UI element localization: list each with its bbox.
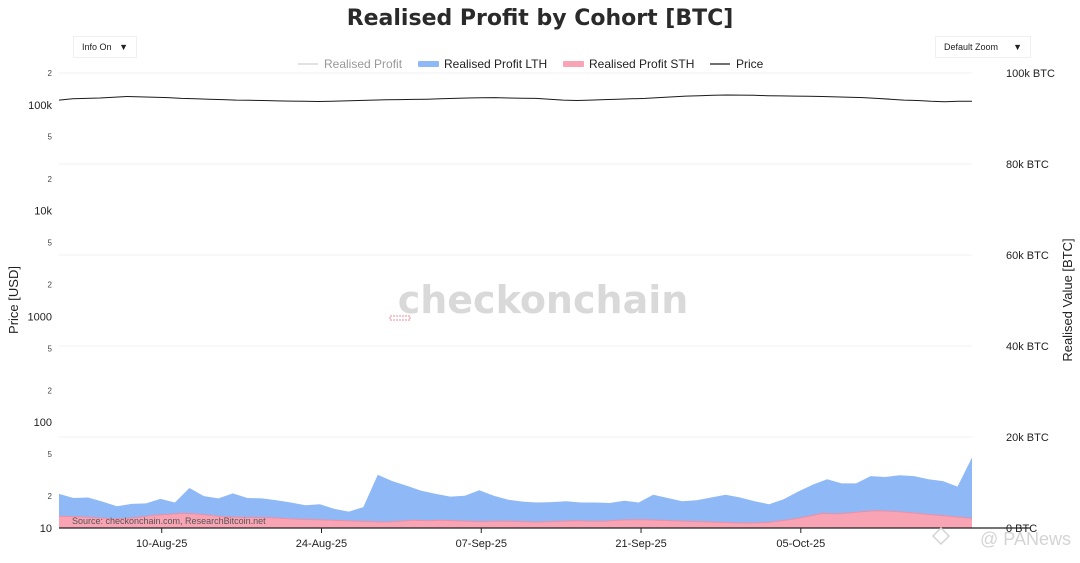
legend-item[interactable]: Realised Profit xyxy=(298,57,403,71)
right-tick-label: 100k BTC xyxy=(1006,68,1055,80)
left-minor-tick-label: 2 xyxy=(48,175,53,184)
grid-lines xyxy=(59,72,972,438)
left-minor-tick-label: 5 xyxy=(48,238,53,247)
legend-item[interactable]: Realised Profit STH xyxy=(563,57,694,71)
legend-item[interactable]: Realised Profit LTH xyxy=(418,57,547,71)
left-minor-tick-label: 5 xyxy=(48,133,53,142)
legend: Realised Profit Realised Profit LTH Realis… xyxy=(298,57,764,71)
left-tick-label: 100 xyxy=(34,417,52,429)
watermark: checkonchain xyxy=(398,278,689,322)
zoom-label: Default Zoom xyxy=(944,42,999,52)
legend-item[interactable]: Price xyxy=(710,57,764,71)
x-tick-label: 05-Oct-25 xyxy=(776,538,825,550)
left-minor-tick-label: 2 xyxy=(48,281,53,290)
left-minor-tick-label: 5 xyxy=(48,450,53,459)
chart-title: Realised Profit by Cohort [BTC] xyxy=(346,6,734,31)
panews-logo: @ PANews xyxy=(980,529,1071,549)
left-minor-tick-label: 2 xyxy=(48,492,53,501)
right-tick-label: 60k BTC xyxy=(1006,250,1049,262)
zoom-dropdown[interactable]: Default Zoom ▼ xyxy=(935,36,1031,58)
legend-label: Price xyxy=(736,57,764,71)
price-series xyxy=(58,94,972,103)
price-line xyxy=(58,94,972,103)
info-toggle-label: Info On xyxy=(82,42,112,52)
x-tick-label: 07-Sep-25 xyxy=(456,538,507,550)
sth-area xyxy=(59,510,972,528)
legend-label: Realised Profit LTH xyxy=(444,57,547,71)
left-tick-label: 10 xyxy=(40,523,52,535)
left-minor-tick-label: 2 xyxy=(48,386,53,395)
right-tick-label: 0 BTC xyxy=(1006,523,1037,535)
x-tick-label: 21-Sep-25 xyxy=(615,538,666,550)
lth-area xyxy=(59,457,972,528)
left-axis-title: Price [USD] xyxy=(6,266,21,334)
right-tick-label: 40k BTC xyxy=(1006,341,1049,353)
right-tick-label: 80k BTC xyxy=(1006,159,1049,171)
area-series xyxy=(58,457,973,528)
left-minor-tick-label: 5 xyxy=(48,344,53,353)
left-minor-tick-label: 2 xyxy=(48,69,53,78)
left-tick-label: 10k xyxy=(34,206,52,218)
info-toggle-dropdown[interactable]: Info On ▼ xyxy=(73,36,137,58)
x-tick-label: 10-Aug-25 xyxy=(136,538,187,550)
left-tick-label: 1000 xyxy=(28,311,52,323)
chevron-down-icon: ▼ xyxy=(119,42,128,52)
legend-label: Realised Profit STH xyxy=(589,57,694,71)
panews-diamond-icon xyxy=(931,526,951,546)
axes: 10-Aug-25 24-Aug-25 07-Sep-25 21-Sep-25 05-O… xyxy=(6,68,1075,550)
right-tick-label: 20k BTC xyxy=(1006,432,1049,444)
source-note: Source: checkonchain.com, ResearchBitcoi… xyxy=(72,516,266,526)
chevron-down-icon: ▼ xyxy=(1013,42,1022,52)
x-tick-label: 24-Aug-25 xyxy=(296,538,347,550)
legend-swatch xyxy=(563,61,584,67)
right-axis-title: Realised Value [BTC] xyxy=(1060,238,1075,361)
legend-label: Realised Profit xyxy=(324,57,403,71)
sth-line xyxy=(58,510,973,524)
legend-swatch xyxy=(418,61,439,67)
watermark-logo xyxy=(389,315,411,321)
left-tick-label: 100k xyxy=(28,100,52,112)
